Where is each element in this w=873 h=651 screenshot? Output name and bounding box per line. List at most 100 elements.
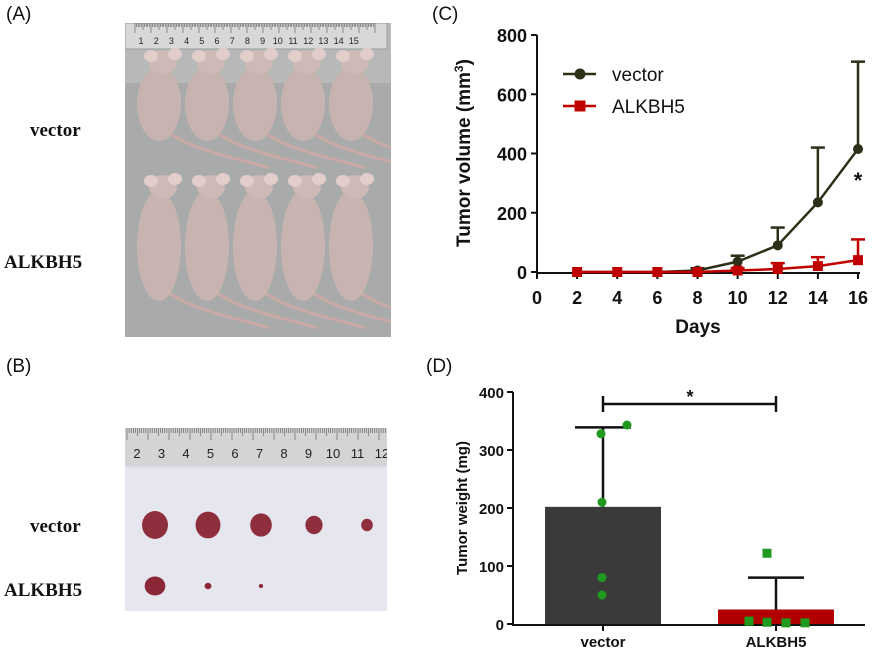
c-y-axis-label-sup: 3 bbox=[452, 65, 466, 72]
c-legend-marker-ALKBH5 bbox=[574, 100, 586, 112]
ruler-a-number: 6 bbox=[214, 36, 219, 46]
ruler-a-number: 11 bbox=[288, 36, 297, 46]
tumor-vector bbox=[250, 513, 272, 537]
mouse-body bbox=[185, 191, 229, 301]
c-point-ALKBH5 bbox=[692, 267, 703, 277]
c-x-tick-label: 0 bbox=[532, 288, 542, 308]
mouse-tail bbox=[168, 291, 270, 330]
photo-b-label-vector: vector bbox=[30, 516, 81, 537]
d-y-axis-label: Tumor weight (mg) bbox=[454, 441, 471, 575]
ruler-a-number: 1 bbox=[138, 36, 143, 46]
c-line-ALKBH5 bbox=[577, 258, 859, 274]
ruler-b-number: 10 bbox=[326, 446, 340, 461]
c-x-tick-label: 16 bbox=[848, 288, 868, 308]
c-legend-marker-vector bbox=[574, 68, 586, 80]
mouse-ear bbox=[144, 175, 158, 187]
mouse-tail bbox=[312, 131, 391, 164]
ruler-a-number: 3 bbox=[169, 36, 174, 46]
d-bar-vector bbox=[545, 506, 661, 624]
c-x-tick-label: 12 bbox=[768, 288, 788, 308]
mouse-tail bbox=[216, 291, 318, 330]
d-bar-ALKBH5 bbox=[718, 609, 834, 624]
mouse-ear bbox=[216, 173, 230, 185]
ruler-a-number: 10 bbox=[273, 36, 283, 46]
mouse-tail bbox=[216, 131, 318, 170]
ruler-a-number: 13 bbox=[318, 36, 328, 46]
mouse-ear bbox=[360, 173, 374, 185]
c-point-ALKBH5 bbox=[772, 264, 783, 275]
tumor-vector bbox=[195, 511, 221, 539]
d-point-alkbh5 bbox=[800, 618, 810, 628]
c-y-tick-label: 400 bbox=[497, 145, 527, 165]
c-y-tick-label: 800 bbox=[497, 26, 527, 46]
c-x-axis-label: Days bbox=[675, 317, 720, 338]
mouse-ear bbox=[144, 50, 158, 62]
c-x-tick-label: 2 bbox=[572, 288, 582, 308]
c-point-ALKBH5 bbox=[572, 267, 583, 277]
d-point-vector bbox=[597, 497, 607, 507]
mouse-tail bbox=[168, 131, 270, 170]
tumor-vector bbox=[361, 518, 373, 532]
c-significance-star: * bbox=[854, 168, 863, 193]
d-y-tick-label: 300 bbox=[479, 443, 504, 460]
ruler-a-number: 5 bbox=[199, 36, 204, 46]
ruler-a-number: 15 bbox=[349, 36, 359, 46]
d-y-tick-label: 100 bbox=[479, 559, 504, 576]
mouse-tail bbox=[312, 291, 391, 324]
c-x-tick-label: 8 bbox=[692, 288, 702, 308]
c-legend-label-ALKBH5: ALKBH5 bbox=[612, 97, 685, 118]
c-point-vector bbox=[732, 256, 743, 267]
mouse-body bbox=[233, 66, 277, 141]
ruler-b-number: 11 bbox=[351, 446, 365, 461]
ruler-a-number: 9 bbox=[260, 36, 265, 46]
ruler-a-number: 8 bbox=[245, 36, 250, 46]
ruler-b-number: 12 bbox=[375, 446, 387, 461]
ruler-a-number: 14 bbox=[334, 36, 344, 46]
panel-label-b: (B) bbox=[6, 356, 32, 377]
c-point-ALKBH5 bbox=[612, 267, 623, 277]
panel-label-d: (D) bbox=[426, 356, 453, 377]
c-y-tick-label: 600 bbox=[497, 85, 527, 105]
ruler-b-number: 4 bbox=[182, 446, 189, 461]
mouse-tail bbox=[264, 131, 366, 170]
tumor-vector bbox=[142, 511, 168, 539]
d-point-alkbh5 bbox=[762, 617, 772, 627]
mouse-body bbox=[137, 191, 181, 301]
ruler-a-body bbox=[125, 23, 388, 50]
mouse-ear bbox=[216, 48, 230, 60]
mouse-ear bbox=[312, 48, 326, 60]
mouse-tail bbox=[264, 291, 366, 330]
c-point-ALKBH5 bbox=[853, 255, 863, 266]
mouse-body bbox=[329, 191, 373, 301]
mouse-ear bbox=[264, 48, 278, 60]
d-point-vector bbox=[622, 420, 632, 430]
c-point-ALKBH5 bbox=[732, 265, 743, 276]
d-point-alkbh5 bbox=[744, 616, 754, 626]
c-line-vector bbox=[577, 148, 859, 274]
photo-a-label-alkbh5: ALKBH5 bbox=[4, 252, 83, 273]
ruler-a-number: 4 bbox=[184, 36, 189, 46]
mouse-body bbox=[137, 66, 181, 141]
ruler-a-number: 2 bbox=[154, 36, 159, 46]
d-point-vector bbox=[596, 429, 606, 439]
c-point-vector bbox=[853, 144, 863, 155]
d-point-vector bbox=[597, 573, 607, 583]
c-point-vector bbox=[692, 265, 703, 276]
c-x-tick-label: 6 bbox=[652, 288, 662, 308]
c-y-axis-label-main: Tumor volume (mm bbox=[454, 72, 475, 247]
c-x-tick-label: 4 bbox=[612, 288, 622, 308]
mouse-tail bbox=[360, 131, 391, 150]
c-point-vector bbox=[572, 267, 583, 277]
mouse-ear bbox=[336, 50, 350, 62]
c-point-vector bbox=[612, 267, 623, 277]
ruler-b-number: 5 bbox=[207, 446, 214, 461]
mouse-ear bbox=[288, 50, 302, 62]
ruler-b-number: 8 bbox=[280, 446, 287, 461]
mouse-ear bbox=[168, 173, 182, 185]
mouse-body bbox=[281, 191, 325, 301]
c-legend-label-vector: vector bbox=[612, 65, 664, 86]
tumor-alkbh5 bbox=[258, 584, 264, 588]
c-point-vector bbox=[772, 240, 783, 251]
d-y-tick-label: 0 bbox=[496, 617, 504, 634]
c-y-tick-label: 200 bbox=[497, 204, 527, 224]
